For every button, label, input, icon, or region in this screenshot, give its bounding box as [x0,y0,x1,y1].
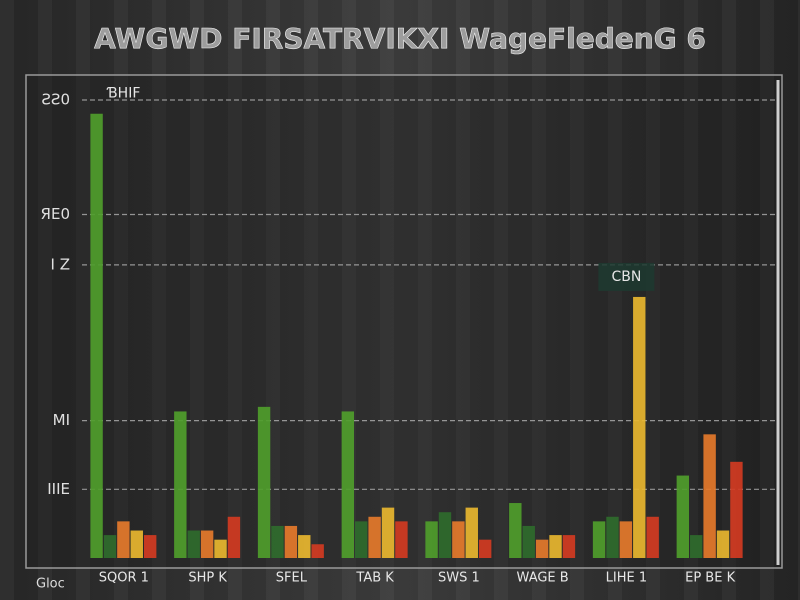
bar [298,535,311,558]
bar [311,544,324,558]
bar [368,516,381,558]
y-tick-label: ƧƧ0 [41,91,70,109]
x-tick-label: SWS 1 [438,571,480,586]
bar [465,507,478,558]
bar [535,539,549,558]
y-tick-label: IIIE [47,480,70,498]
bar [257,406,271,558]
x-tick-label: LIHE 1 [606,571,647,586]
annotation: ƁHIF [106,86,140,102]
y-tick-label: I Z [51,255,70,273]
x-tick-label: SQOR 1 [99,571,149,586]
bar [395,521,408,558]
annotation: CBN [611,269,641,285]
bar [284,525,298,558]
bar [509,503,522,558]
x-tick-label: TAB K [355,571,394,586]
x-tick-label: WAGE B [517,571,569,586]
bar [606,516,619,558]
bar [633,296,646,558]
bar [227,516,241,558]
y-tick-label: MI [53,411,70,429]
bar [619,521,633,558]
bar [174,411,187,558]
bar [355,521,368,558]
bar [478,539,492,558]
bar [676,475,690,558]
corner-label: Gloc [36,577,65,592]
bar [381,507,395,558]
bar [646,516,659,558]
x-tick-label: EP BE K [685,571,735,586]
bar [90,113,103,559]
bar [271,525,284,558]
bar [592,521,606,558]
bar [562,535,576,558]
x-tick-label: SHP K [188,571,227,586]
bar [187,530,200,558]
bar [549,535,562,558]
bar [425,521,438,558]
bar [730,461,743,558]
chart-title: AWGWD FIRSATRVIKXI WageFledenG 6 [94,22,706,55]
y-tick-label: ЯE0 [41,205,70,223]
bar [117,521,130,558]
bar [143,535,157,558]
bar [522,525,535,558]
plot-frame [25,74,783,569]
bar [716,530,730,558]
bar [438,512,452,558]
bar [452,521,465,558]
bar [103,535,117,558]
bar [200,530,214,558]
bar [214,539,227,558]
bar [690,535,703,558]
bar [341,411,355,558]
annotation-box [598,262,655,291]
x-tick-label: SFEL [276,571,308,586]
bar [703,434,716,558]
bar [130,530,143,558]
